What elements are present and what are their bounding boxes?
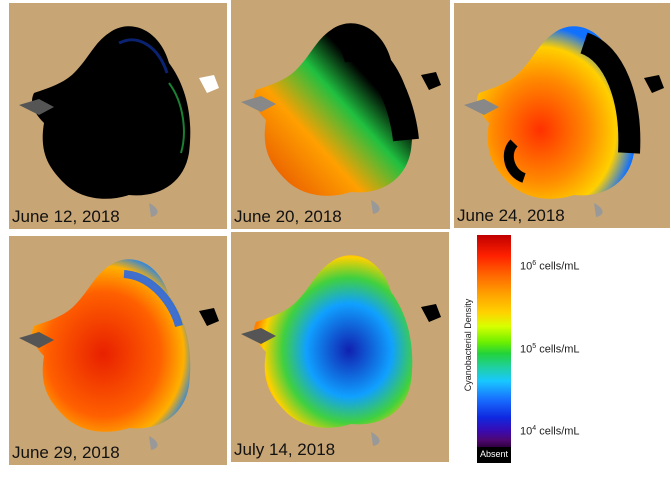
legend-title: Cyanobacterial Density <box>463 298 473 392</box>
panel-date: June 24, 2018 <box>457 206 565 225</box>
density-legend: Cyanobacterial Density Absent 106 cells/… <box>460 232 671 472</box>
color-scale-bar <box>477 235 511 463</box>
tick-exponent: 5 <box>532 343 537 350</box>
tick-base: 10 <box>520 343 533 356</box>
tick-base: 10 <box>520 260 533 273</box>
absent-label: Absent <box>479 449 509 459</box>
lake-shape <box>254 255 413 428</box>
panel-date: June 12, 2018 <box>12 207 120 226</box>
lake-map <box>241 255 441 446</box>
tick-exponent: 4 <box>532 425 537 432</box>
lake-shape <box>32 26 191 199</box>
panel-date: July 14, 2018 <box>234 440 336 459</box>
map-panel-june-20: June 20, 2018 <box>231 0 450 229</box>
map-panel-june-24: June 24, 2018 <box>454 3 670 228</box>
lake-map <box>464 26 664 217</box>
lake-shape <box>477 26 636 199</box>
panel-date: June 20, 2018 <box>234 207 342 226</box>
tick-exponent: 6 <box>532 260 537 267</box>
tick-label-high: 106 cells/mL <box>520 260 580 273</box>
map-panel-june-12: June 12, 2018 <box>9 3 227 229</box>
tick-label-low: 104 cells/mL <box>520 425 580 438</box>
tick-label-mid: 105 cells/mL <box>520 343 580 356</box>
tick-unit: cells/mL <box>536 425 580 438</box>
tick-unit: cells/mL <box>536 343 580 356</box>
tick-unit: cells/mL <box>536 260 580 273</box>
lake-shape <box>32 259 191 432</box>
lake-map <box>19 26 219 217</box>
lake-map <box>19 259 219 450</box>
lake-map <box>241 23 441 214</box>
map-panel-june-29: June 29, 2018 <box>9 236 227 465</box>
panel-date: June 29, 2018 <box>12 443 120 462</box>
map-panel-july-14: July 14, 2018 <box>231 232 449 462</box>
tick-base: 10 <box>520 425 533 438</box>
